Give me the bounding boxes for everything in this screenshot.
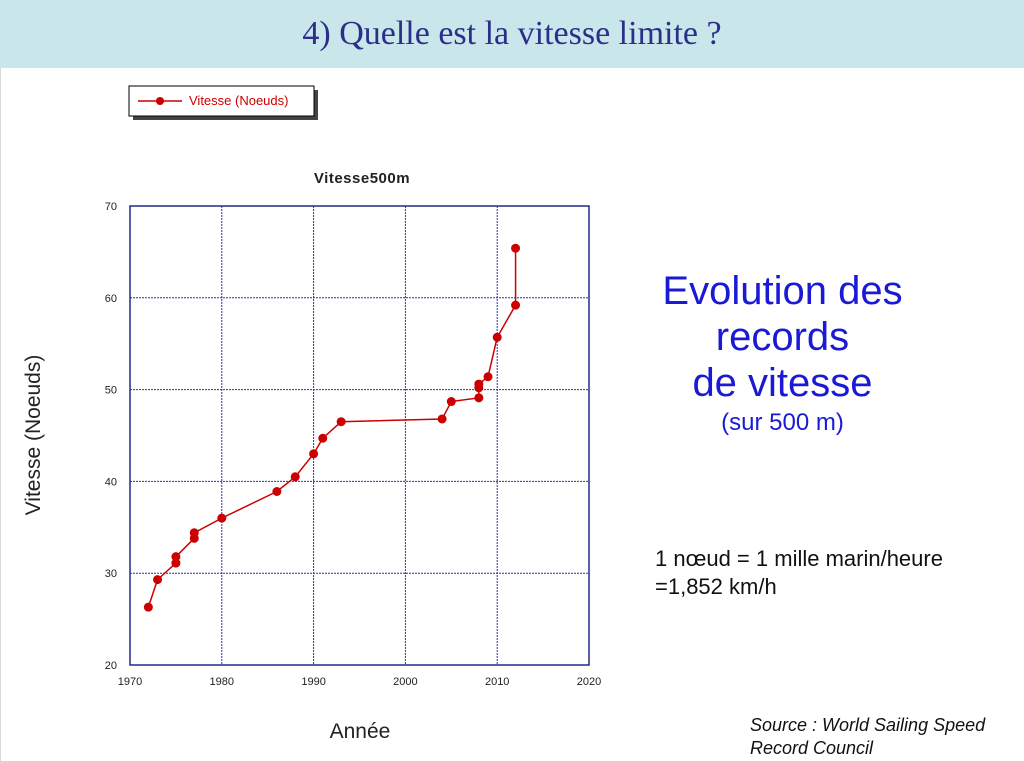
data-point	[492, 332, 502, 342]
data-point	[189, 528, 199, 538]
evolution-heading: Evolution des records de vitesse (sur 50…	[610, 268, 955, 438]
data-point	[446, 397, 456, 407]
y-tick-label: 30	[105, 568, 117, 580]
legend-marker	[156, 97, 164, 105]
slide-title-bar: 4) Quelle est la vitesse limite ?	[0, 0, 1024, 68]
data-point	[483, 372, 493, 382]
data-point	[143, 602, 153, 612]
data-point	[437, 414, 447, 424]
y-axis-label: Vitesse (Noeuds)	[22, 355, 45, 516]
data-point	[153, 575, 163, 585]
evolution-subtitle: (sur 500 m)	[721, 409, 844, 436]
x-tick-label: 1990	[301, 676, 325, 688]
slide-left-border	[0, 68, 1, 761]
speed-record-chart: Vitesse (Noeuds) Vitesse500m 1970 1980 199…	[22, 85, 601, 743]
source-credit: Source : World Sailing Speed Record Coun…	[750, 714, 985, 760]
data-point	[272, 486, 282, 496]
x-tick-label: 1980	[210, 676, 234, 688]
chart-title: Vitesse500m	[314, 170, 410, 187]
legend-entry-label: Vitesse (Noeuds)	[189, 93, 288, 108]
plot-area-frame	[129, 205, 590, 666]
x-tick-label: 1970	[118, 676, 142, 688]
data-point	[318, 433, 328, 443]
data-point	[511, 243, 521, 253]
chart-legend: Vitesse (Noeuds)	[128, 85, 318, 120]
data-point	[309, 449, 319, 459]
evolution-line-1: Evolution des	[662, 269, 903, 313]
chart-grid	[130, 206, 589, 665]
x-axis-label: Année	[330, 720, 391, 743]
evolution-line-2: records	[715, 315, 850, 359]
x-tick-label: 2010	[485, 676, 509, 688]
knot-line-1: 1 nœud = 1 mille marin/heure	[655, 546, 943, 571]
x-tick-label: 2020	[577, 676, 601, 688]
evolution-line-3: de vitesse	[692, 361, 873, 405]
y-tick-label: 20	[105, 660, 117, 672]
data-point	[474, 379, 484, 389]
data-point	[336, 417, 346, 427]
y-tick-label: 60	[105, 293, 117, 305]
data-point	[171, 558, 181, 568]
data-point	[474, 393, 484, 403]
y-tick-label: 70	[105, 201, 117, 213]
knot-conversion-note: 1 nœud = 1 mille marin/heure =1,852 km/h	[655, 545, 943, 601]
data-point	[290, 472, 300, 482]
slide-title: 4) Quelle est la vitesse limite ?	[302, 15, 722, 52]
data-point	[511, 300, 521, 310]
data-point	[171, 552, 181, 562]
knot-line-2: =1,852 km/h	[655, 574, 777, 599]
y-tick-label: 40	[105, 476, 117, 488]
x-tick-label: 2000	[393, 676, 417, 688]
source-line-1: Source : World Sailing Speed	[750, 715, 986, 735]
data-point	[217, 513, 227, 523]
data-series	[143, 243, 521, 612]
series-line	[147, 248, 517, 608]
source-line-2: Record Council	[750, 738, 874, 758]
y-tick-label: 50	[105, 385, 117, 397]
